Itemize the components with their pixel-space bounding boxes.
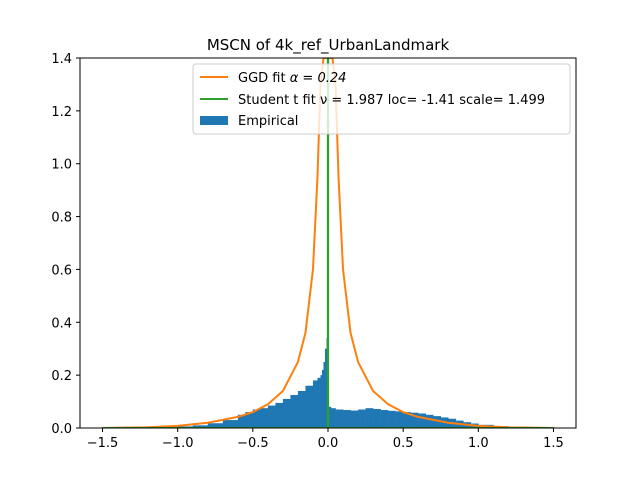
histogram-bar xyxy=(237,414,246,428)
histogram-bar xyxy=(418,413,426,428)
histogram-bar xyxy=(388,410,396,428)
histogram-bar xyxy=(425,414,434,428)
histogram-bar xyxy=(433,416,442,428)
legend-student-t-label: Student t fit ν = 1.987 loc= -1.41 scale… xyxy=(238,93,545,108)
histogram-bar xyxy=(350,410,359,428)
y-tick-label: 1.0 xyxy=(51,158,72,173)
legend-empirical-swatch xyxy=(200,116,228,125)
y-tick-label: 1.4 xyxy=(51,52,72,67)
chart-title: MSCN of 4k_ref_UrbanLandmark xyxy=(207,36,450,55)
histogram-bar xyxy=(260,408,269,428)
histogram-bar xyxy=(395,411,404,428)
histogram-bar xyxy=(380,410,389,428)
histogram-bar xyxy=(267,405,276,428)
legend-student-t-label-math: ν = 1.987 loc= -1.41 scale= 1.499 xyxy=(320,93,545,108)
histogram-bar xyxy=(358,409,366,428)
histogram-bar xyxy=(335,409,344,428)
x-tick-label: −1.5 xyxy=(87,436,119,451)
histogram-bar xyxy=(373,408,381,428)
x-tick-label: 1.0 xyxy=(468,436,489,451)
y-tick-label: 1.2 xyxy=(51,105,72,120)
x-tick-label: 1.5 xyxy=(543,436,564,451)
histogram-bar xyxy=(343,410,351,428)
histogram-bar xyxy=(312,380,318,428)
histogram-bar xyxy=(275,402,284,428)
histogram-bar xyxy=(365,408,374,428)
x-tick-label: −0.5 xyxy=(237,436,269,451)
x-tick-label: −1.0 xyxy=(162,436,194,451)
histogram-bar xyxy=(207,423,224,428)
fit-lines xyxy=(102,58,554,428)
histogram-bar xyxy=(245,412,254,428)
histogram-bar xyxy=(192,425,209,428)
histogram-bar xyxy=(331,408,336,428)
legend-student-t-label-prefix: Student t fit xyxy=(238,93,320,108)
y-tick-label: 0.2 xyxy=(51,369,72,384)
histogram-bar xyxy=(410,412,419,428)
x-axis: −1.5 −1.0 −0.5 0.0 0.5 1.0 1.5 xyxy=(87,428,564,451)
legend-ggd-label: GGD fit α = 0.24 xyxy=(238,71,346,86)
histogram-bar xyxy=(323,361,326,428)
legend-ggd-label-prefix: GGD fit xyxy=(238,71,290,86)
x-tick-label: 0.5 xyxy=(393,436,414,451)
histogram-bar xyxy=(320,375,323,428)
legend-box xyxy=(192,63,571,135)
y-tick-label: 0.0 xyxy=(51,422,72,437)
y-tick-label: 0.8 xyxy=(51,211,72,226)
histogram-bar xyxy=(321,369,324,428)
x-tick-label: 0.0 xyxy=(318,436,339,451)
histogram-bar xyxy=(328,406,332,428)
histogram-bar xyxy=(252,409,261,428)
histogram-bar xyxy=(305,385,314,428)
histogram-bar xyxy=(222,420,239,428)
histogram-bar xyxy=(290,394,299,428)
histogram-bar xyxy=(282,398,291,428)
ggd-fit-line xyxy=(102,58,554,428)
legend: GGD fit α = 0.24 Student t fit ν = 1.987… xyxy=(192,63,571,135)
y-tick-label: 0.4 xyxy=(51,316,72,331)
y-tick-label: 0.6 xyxy=(51,263,72,278)
legend-ggd-label-math: α = 0.24 xyxy=(290,71,347,86)
histogram-bar xyxy=(317,377,321,428)
y-axis: 0.0 0.2 0.4 0.6 0.8 1.0 1.2 1.4 xyxy=(51,52,80,437)
histogram-bar xyxy=(297,391,306,428)
histogram-bar xyxy=(324,348,327,428)
legend-empirical-label: Empirical xyxy=(238,114,298,129)
histogram-bar xyxy=(403,412,411,428)
